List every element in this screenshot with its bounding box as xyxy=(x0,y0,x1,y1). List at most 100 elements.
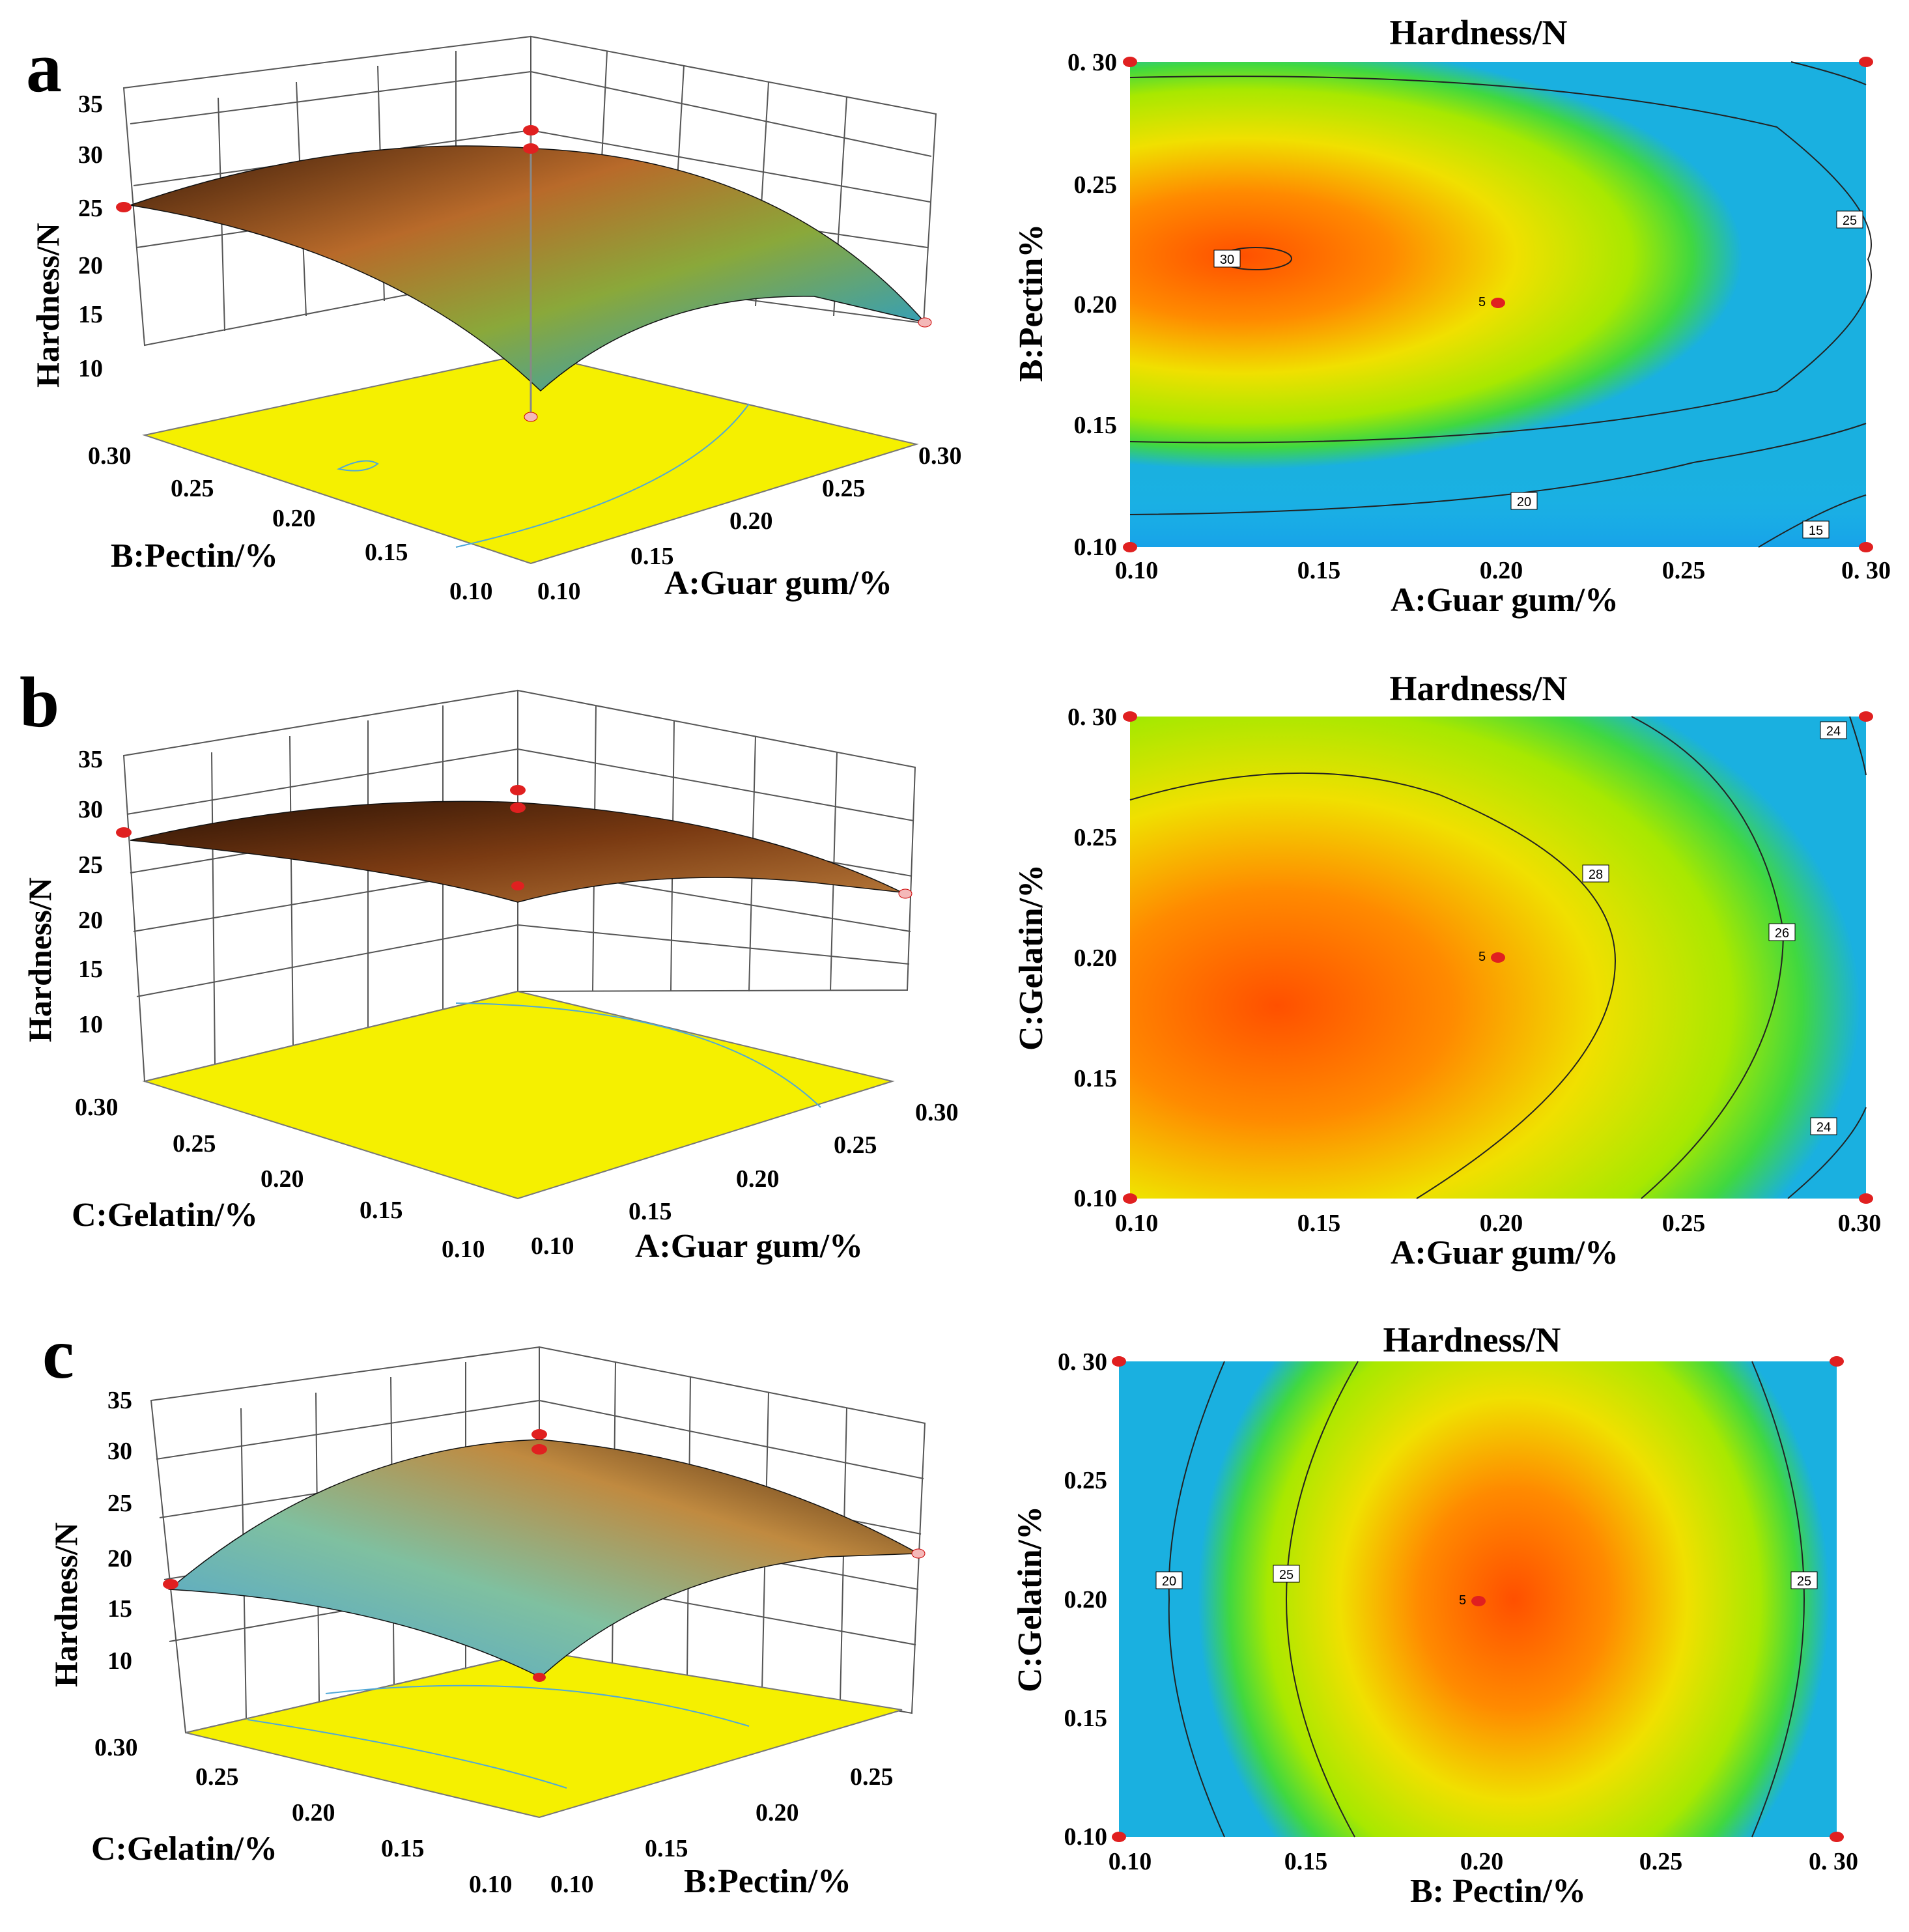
svg-text:30: 30 xyxy=(78,141,103,169)
contour-plot-a: Hardness/N 30 25 20 15 5 0 xyxy=(1013,13,1891,619)
svg-text:0.25: 0.25 xyxy=(834,1131,877,1159)
right-axis-label-c: B:Pectin/% xyxy=(684,1863,851,1900)
svg-text:15: 15 xyxy=(78,956,103,983)
svg-text:0.20: 0.20 xyxy=(272,505,316,532)
svg-text:0.20: 0.20 xyxy=(1480,1210,1523,1237)
left-axis-label-c: C:Gelatin/% xyxy=(91,1830,277,1868)
svg-text:0.30: 0.30 xyxy=(75,1094,119,1121)
svg-text:0.10: 0.10 xyxy=(531,1232,574,1260)
svg-text:0.20: 0.20 xyxy=(292,1799,335,1826)
z-axis-label-a: Hardness/N xyxy=(29,223,66,388)
svg-text:0.15: 0.15 xyxy=(365,539,408,566)
svg-text:0.25: 0.25 xyxy=(1662,1210,1706,1237)
contour-x-ticks-b: 0.10 0.15 0.20 0.25 0.30 xyxy=(1115,1210,1882,1237)
svg-text:0.10: 0.10 xyxy=(1115,557,1159,584)
svg-text:0.25: 0.25 xyxy=(1064,1467,1108,1494)
left-axis-ticks-b: 0.30 0.25 0.20 0.15 0.10 xyxy=(75,1094,485,1263)
z-axis-label-b: Hardness/N xyxy=(21,877,58,1042)
svg-text:0.20: 0.20 xyxy=(729,507,773,535)
svg-text:0.10: 0.10 xyxy=(550,1871,594,1898)
contour-xlabel-c: B: Pectin/% xyxy=(1410,1873,1586,1910)
svg-text:20: 20 xyxy=(1162,1574,1176,1589)
contour-xlabel-b: A:Guar gum/% xyxy=(1391,1234,1619,1271)
contour-labels-a: 30 25 20 15 xyxy=(1213,210,1863,539)
contour-points-b: 5 xyxy=(1123,711,1873,1204)
svg-text:25: 25 xyxy=(1843,214,1857,228)
svg-text:25: 25 xyxy=(107,1490,132,1517)
contour-plot-b: Hardness/N 24 28 26 24 5 0.10 0.15 xyxy=(1013,669,1881,1271)
svg-text:0.15: 0.15 xyxy=(1074,412,1118,439)
contour-y-ticks-b: 0. 30 0.25 0.20 0.15 0.10 xyxy=(1068,703,1117,1212)
contour-labels-b: 24 28 26 24 xyxy=(1582,721,1847,1135)
svg-text:0.30: 0.30 xyxy=(1838,1210,1882,1237)
svg-text:5: 5 xyxy=(1478,950,1486,964)
panel-c: c 35 30 25 20 15 xyxy=(42,1314,1858,1910)
svg-text:15: 15 xyxy=(78,301,103,328)
svg-text:0. 30: 0. 30 xyxy=(1068,703,1117,731)
right-axis-ticks-b: 0.10 0.15 0.20 0.25 0.30 xyxy=(531,1099,959,1260)
left-axis-label-b: C:Gelatin/% xyxy=(72,1197,258,1234)
right-axis-ticks-a: 0.10 0.15 0.20 0.25 0.30 xyxy=(537,442,962,605)
svg-text:0.10: 0.10 xyxy=(1115,1210,1159,1237)
svg-text:0.15: 0.15 xyxy=(1284,1848,1328,1875)
panel-b: b 35 30 25 20 15 xyxy=(20,662,1881,1271)
contour-y-ticks-a: 0. 30 0.25 0.20 0.15 0.10 xyxy=(1068,49,1117,561)
svg-text:0.20: 0.20 xyxy=(1460,1848,1504,1875)
svg-text:0.10: 0.10 xyxy=(442,1236,485,1263)
svg-text:5: 5 xyxy=(1478,295,1486,309)
svg-text:20: 20 xyxy=(78,907,103,934)
design-points-a xyxy=(116,125,932,422)
z-ticks-a: 35 30 25 20 15 10 xyxy=(78,91,103,382)
svg-text:0.20: 0.20 xyxy=(1480,557,1523,584)
svg-text:5: 5 xyxy=(1459,1593,1466,1608)
contour-xlabel-a: A:Guar gum/% xyxy=(1391,582,1619,619)
floor-c xyxy=(185,1650,903,1819)
response-surface-a xyxy=(130,145,927,392)
svg-text:0. 30: 0. 30 xyxy=(1068,49,1117,76)
svg-text:0.25: 0.25 xyxy=(1639,1848,1683,1875)
left-axis-label-a: B:Pectin/% xyxy=(111,537,278,575)
design-points-b xyxy=(116,785,912,899)
svg-text:0.25: 0.25 xyxy=(1074,824,1118,851)
svg-text:35: 35 xyxy=(107,1387,132,1414)
svg-text:15: 15 xyxy=(107,1595,132,1623)
svg-text:0.25: 0.25 xyxy=(1074,171,1118,199)
svg-text:0.30: 0.30 xyxy=(94,1734,138,1761)
svg-text:0.30: 0.30 xyxy=(915,1099,959,1126)
svg-text:25: 25 xyxy=(1279,1568,1294,1582)
svg-text:25: 25 xyxy=(78,195,103,222)
panel-letter-a: a xyxy=(26,27,62,107)
svg-text:0. 30: 0. 30 xyxy=(1841,557,1891,584)
contour-title-b: Hardness/N xyxy=(1389,669,1567,708)
contour-title-a: Hardness/N xyxy=(1389,13,1567,52)
right-axis-label-a: A:Guar gum/% xyxy=(664,565,892,602)
svg-text:10: 10 xyxy=(107,1647,132,1675)
svg-text:0.20: 0.20 xyxy=(756,1799,799,1826)
contour-ylabel-a: B:Pectin% xyxy=(1013,224,1050,382)
svg-text:0.25: 0.25 xyxy=(850,1763,894,1791)
svg-text:28: 28 xyxy=(1589,868,1603,882)
left-axis-ticks-a: 0.30 0.25 0.20 0.15 0.10 xyxy=(88,442,493,605)
z-axis-label-c: Hardness/N xyxy=(48,1522,84,1687)
right-axis-label-b: A:Guar gum/% xyxy=(635,1228,863,1265)
floor-contour-c xyxy=(247,1684,750,1789)
contour-plot-c: Hardness/N 20 25 25 5 0.10 0.15 0.20 xyxy=(1011,1320,1858,1910)
svg-text:0.10: 0.10 xyxy=(1109,1848,1152,1875)
svg-text:0.10: 0.10 xyxy=(469,1871,513,1898)
svg-text:24: 24 xyxy=(1826,724,1841,739)
svg-text:10: 10 xyxy=(78,1011,103,1038)
contour-points-c: 5 xyxy=(1112,1356,1844,1842)
svg-text:0.20: 0.20 xyxy=(1064,1586,1108,1613)
svg-text:0.20: 0.20 xyxy=(261,1165,304,1193)
contour-labels-c: 20 25 25 xyxy=(1155,1565,1818,1589)
svg-text:0.10: 0.10 xyxy=(537,578,581,605)
svg-text:10: 10 xyxy=(78,355,103,382)
floor-a xyxy=(142,352,919,565)
svg-text:20: 20 xyxy=(107,1545,132,1572)
panel-letter-c: c xyxy=(42,1314,74,1393)
contour-y-ticks-c: 0. 30 0.25 0.20 0.15 0.10 xyxy=(1058,1348,1107,1851)
svg-text:0. 30: 0. 30 xyxy=(1809,1848,1858,1875)
svg-text:0.15: 0.15 xyxy=(1297,1210,1341,1237)
response-surface-c xyxy=(168,1439,920,1678)
svg-text:0.15: 0.15 xyxy=(381,1835,425,1862)
